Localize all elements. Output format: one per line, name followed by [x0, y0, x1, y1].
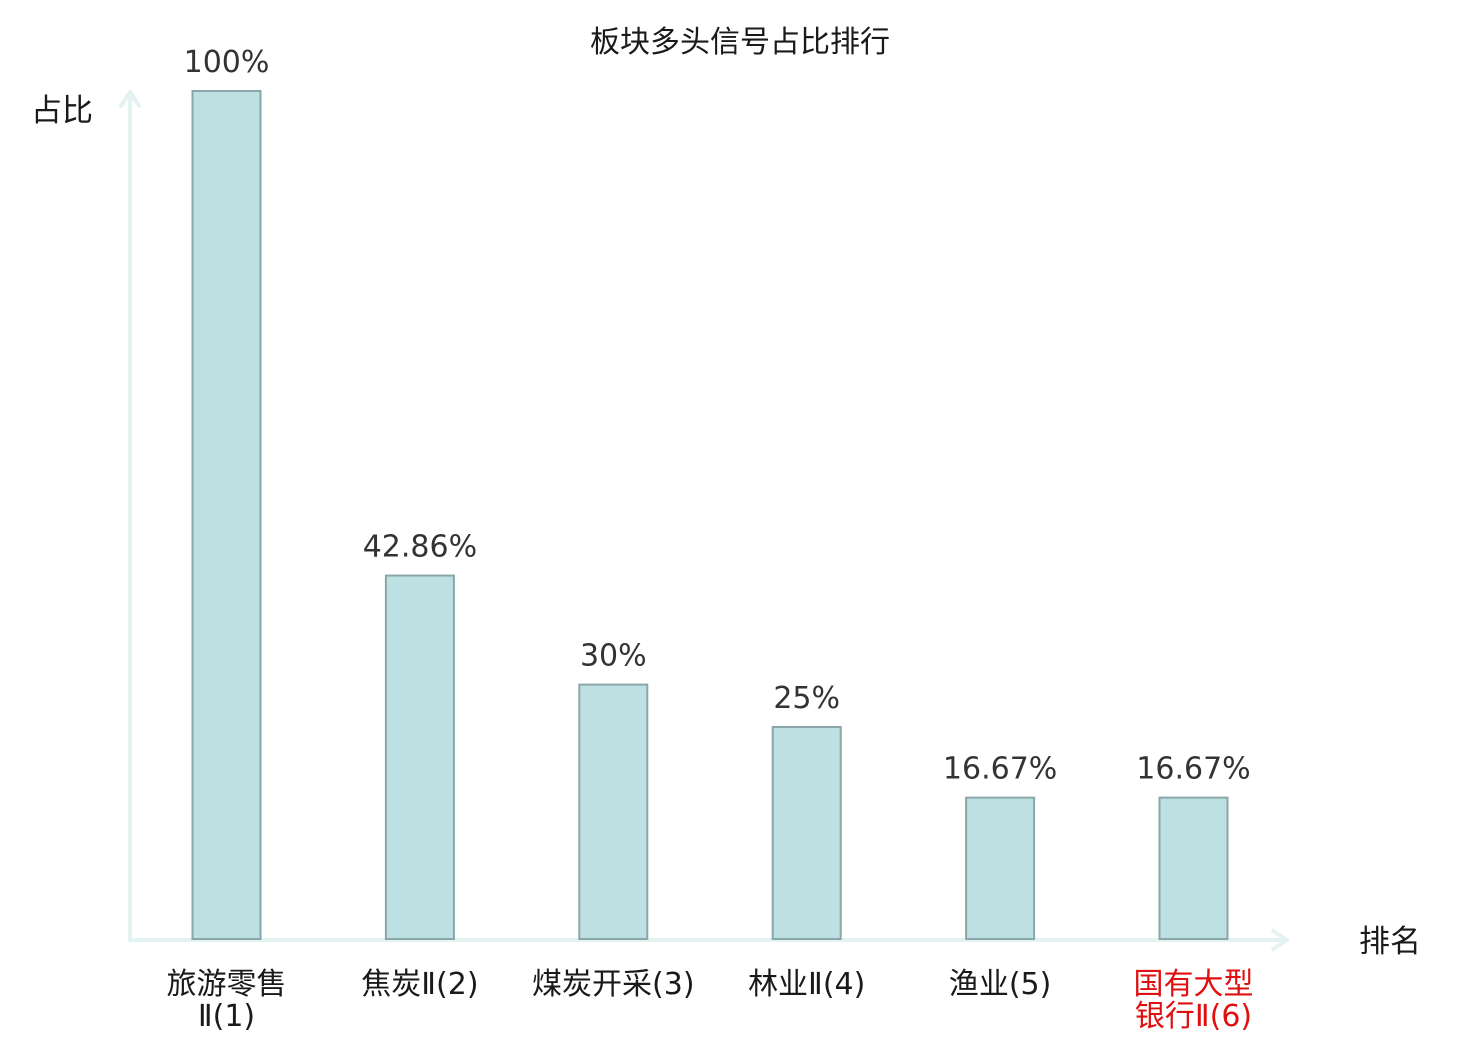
- bar: [965, 796, 1036, 941]
- category-label: 煤炭开采(3): [532, 967, 695, 1002]
- category-label-line: Ⅱ(1): [198, 999, 255, 1034]
- category-label-line: 旅游零售: [167, 967, 287, 1002]
- category-label-line: 渔业(5): [949, 967, 1052, 1002]
- bar: [771, 726, 842, 940]
- y-axis-label: 占比: [31, 93, 93, 129]
- bar-value-label: 42.86%: [363, 530, 477, 565]
- category-label: 焦炭Ⅱ(2): [361, 967, 478, 1002]
- category-label: 林业Ⅱ(4): [748, 967, 865, 1002]
- bar-value-label: 25%: [773, 681, 840, 716]
- category-labels: 旅游零售 Ⅱ(1) 焦炭Ⅱ(2) 煤炭开采(3) 林业Ⅱ(4) 渔业(5) 国有大型银行Ⅱ(…: [167, 967, 1254, 1034]
- value-labels: 100% 42.86% 30% 25% 16.67% 16.67%: [184, 45, 1251, 787]
- category-label-line: 国有大型: [1134, 967, 1254, 1002]
- bar: [1158, 796, 1229, 941]
- chart-title: 板块多头信号占比排行: [590, 25, 890, 60]
- bar: [578, 683, 649, 940]
- bar: [384, 574, 455, 940]
- category-label: 渔业(5): [949, 967, 1052, 1002]
- x-axis-arrow-icon: [1271, 929, 1289, 951]
- bar-value-label: 16.67%: [1136, 752, 1250, 787]
- y-axis-arrow-icon: [119, 90, 141, 108]
- category-label-line: 煤炭开采(3): [532, 967, 695, 1002]
- category-label: 国有大型银行Ⅱ(6): [1134, 967, 1254, 1034]
- bar-value-label: 30%: [580, 639, 647, 674]
- category-label: 旅游零售 Ⅱ(1): [167, 967, 287, 1034]
- bar-value-label: 16.67%: [943, 752, 1057, 787]
- category-label-line: 林业Ⅱ(4): [748, 967, 865, 1002]
- category-label-line: 银行Ⅱ(6): [1135, 999, 1252, 1034]
- bar-value-label: 100%: [184, 45, 270, 80]
- x-axis-label: 排名: [1359, 924, 1421, 960]
- bar: [191, 90, 262, 940]
- category-label-line: 焦炭Ⅱ(2): [361, 967, 478, 1002]
- bar-series: [191, 90, 1229, 941]
